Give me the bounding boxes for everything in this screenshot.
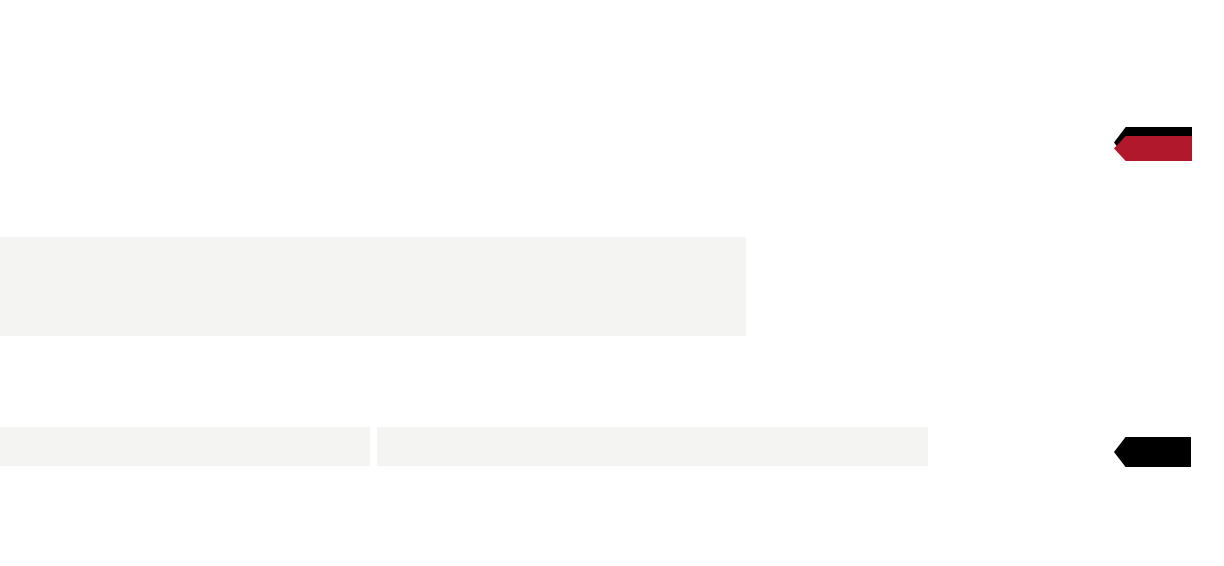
legend-item-ma200 xyxy=(0,310,746,334)
relative-series-swatch-icon xyxy=(390,440,403,453)
log-scale-watermark xyxy=(1132,162,1176,254)
last-price-tag xyxy=(1113,130,1190,156)
ma50-price-tag xyxy=(1114,136,1192,161)
rel-sp5-axis-label xyxy=(1198,348,1224,476)
bottom-legend xyxy=(377,427,928,466)
relative-value-tag xyxy=(1115,438,1190,466)
relative-value-tag-border xyxy=(1114,437,1191,467)
legend-item-ma50 xyxy=(0,263,746,287)
legend-item-last-price xyxy=(0,239,746,263)
normalized-note xyxy=(0,427,370,466)
ma100-swatch-icon xyxy=(27,292,40,305)
ma200-swatch-icon xyxy=(27,316,40,329)
last-price-swatch-icon xyxy=(27,244,40,257)
legend-item-ma100 xyxy=(0,287,746,311)
ma50-swatch-icon xyxy=(27,268,40,281)
index-axis-label xyxy=(1198,115,1224,270)
top-legend xyxy=(0,237,746,336)
